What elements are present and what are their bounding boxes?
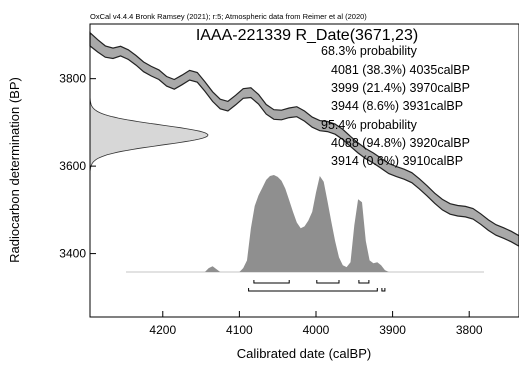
y-tick-label: 3600 — [59, 159, 86, 173]
x-tick-label: 4000 — [303, 323, 330, 337]
p68-range-1: 4081 (38.3%) 4035calBP — [331, 63, 470, 77]
y-axis: 3800 3600 3400 — [59, 72, 96, 261]
x-tick-label: 4100 — [226, 323, 253, 337]
p68-range-2: 3999 (21.4%) 3970calBP — [331, 81, 470, 95]
y-tick-label: 3800 — [59, 72, 86, 86]
calibrated-probability — [204, 175, 389, 272]
plot-frame — [89, 23, 519, 318]
measurement-distribution — [89, 98, 209, 172]
plot-area — [89, 31, 519, 292]
p68-range-3: 3944 (8.6%) 3931calBP — [331, 99, 463, 113]
range-bracket-95-2 — [381, 288, 386, 292]
p95-range-1: 4088 (94.8%) 3920calBP — [331, 136, 470, 150]
range-text-block: 68.3% probability 4081 (38.3%) 4035calBP… — [321, 44, 470, 168]
x-axis-title: Calibrated date (calBP) — [237, 346, 371, 361]
calibration-curve-band — [89, 31, 519, 247]
x-tick-label: 3900 — [379, 323, 406, 337]
range-bracket-68-1 — [253, 280, 290, 284]
p68-heading: 68.3% probability — [321, 44, 418, 58]
x-tick-label: 4200 — [149, 323, 176, 337]
range-bracket-95-1 — [248, 288, 378, 292]
y-tick-label: 3400 — [59, 247, 86, 261]
p95-heading: 95.4% probability — [321, 118, 418, 132]
header-note: OxCal v4.4.4 Bronk Ramsey (2021); r:5; A… — [90, 12, 367, 21]
range-bracket-68-2 — [316, 280, 340, 284]
x-tick-label: 3800 — [456, 323, 483, 337]
chart-title: IAAA-221339 R_Date(3671,23) — [196, 27, 418, 44]
y-axis-title: Radiocarbon determination (BP) — [7, 77, 22, 263]
range-bracket-68-3 — [358, 280, 370, 284]
p95-range-2: 3914 (0.6%) 3910calBP — [331, 154, 463, 168]
x-axis: 4200 4100 4000 3900 3800 — [149, 311, 483, 337]
